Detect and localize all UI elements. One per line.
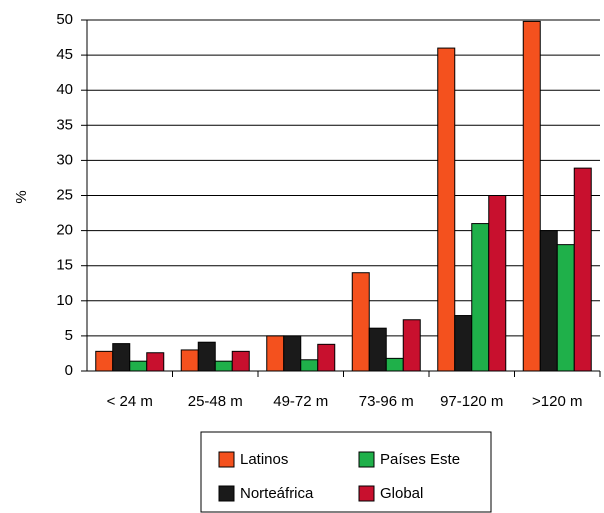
y-tick-label: 0 <box>65 362 73 379</box>
x-tick-label: 97-120 m <box>440 393 503 410</box>
axes <box>81 19 601 377</box>
y-tick-label: 15 <box>56 257 73 274</box>
bar-países-este-3 <box>385 357 404 372</box>
y-tick-label: 35 <box>56 116 73 133</box>
bar-global-0 <box>146 352 165 372</box>
bar-países-este-0 <box>129 360 148 372</box>
bar-latinos-3 <box>351 272 370 372</box>
legend-swatch-países-este <box>358 451 375 468</box>
bar-global-5 <box>573 167 592 372</box>
y-tick-label: 25 <box>56 186 73 203</box>
x-tick-label: 49-72 m <box>273 393 328 410</box>
legend-label-latinos: Latinos <box>240 451 288 468</box>
bar-países-este-4 <box>471 223 490 372</box>
legend-box <box>200 431 492 513</box>
x-tick-label: 25-48 m <box>188 393 243 410</box>
bar-global-4 <box>488 195 507 372</box>
x-tick-labels: < 24 m 25-48 m 49-72 m 73-96 m 97-120 m >120 … <box>107 393 583 410</box>
bar-norteáfrica-5 <box>539 230 558 372</box>
y-tick-label: 10 <box>56 292 73 309</box>
bar-países-este-2 <box>300 359 319 372</box>
y-tick-labels: 0 5 10 15 20 25 30 35 40 45 50 <box>56 11 73 379</box>
bars <box>95 20 592 372</box>
bar-norteáfrica-4 <box>454 315 473 372</box>
legend-label-países-este: Países Este <box>380 451 460 468</box>
legend-label-norteáfrica: Norteáfrica <box>240 485 314 502</box>
bar-países-este-1 <box>214 360 233 372</box>
bar-latinos-1 <box>180 349 199 372</box>
bar-países-este-5 <box>556 244 575 372</box>
legend: Latinos Países Este Norteáfrica Global <box>200 431 492 513</box>
bar-latinos-5 <box>522 20 541 372</box>
bar-latinos-2 <box>266 335 285 372</box>
bar-global-2 <box>317 343 336 372</box>
bar-norteáfrica-1 <box>197 341 216 372</box>
gridlines <box>87 19 600 337</box>
bar-global-1 <box>231 350 250 372</box>
x-tick-label: 73-96 m <box>359 393 414 410</box>
legend-swatch-global <box>358 485 375 502</box>
y-tick-label: 45 <box>56 46 73 63</box>
x-tick-label: >120 m <box>532 393 582 410</box>
bar-norteáfrica-3 <box>368 327 387 372</box>
y-tick-label: 50 <box>56 11 73 28</box>
bar-global-3 <box>402 319 421 372</box>
bar-latinos-0 <box>95 350 114 372</box>
bar-norteáfrica-0 <box>112 343 131 372</box>
bar-latinos-4 <box>437 47 456 372</box>
y-tick-label: 5 <box>65 327 73 344</box>
legend-swatch-latinos <box>218 451 235 468</box>
bar-norteáfrica-2 <box>283 335 302 372</box>
y-tick-label: 20 <box>56 222 73 239</box>
y-tick-label: 40 <box>56 81 73 98</box>
y-tick-label: 30 <box>56 151 73 168</box>
x-tick-label: < 24 m <box>107 393 153 410</box>
y-axis-label: % <box>13 190 30 203</box>
legend-swatch-norteáfrica <box>218 485 235 502</box>
legend-label-global: Global <box>380 485 423 502</box>
